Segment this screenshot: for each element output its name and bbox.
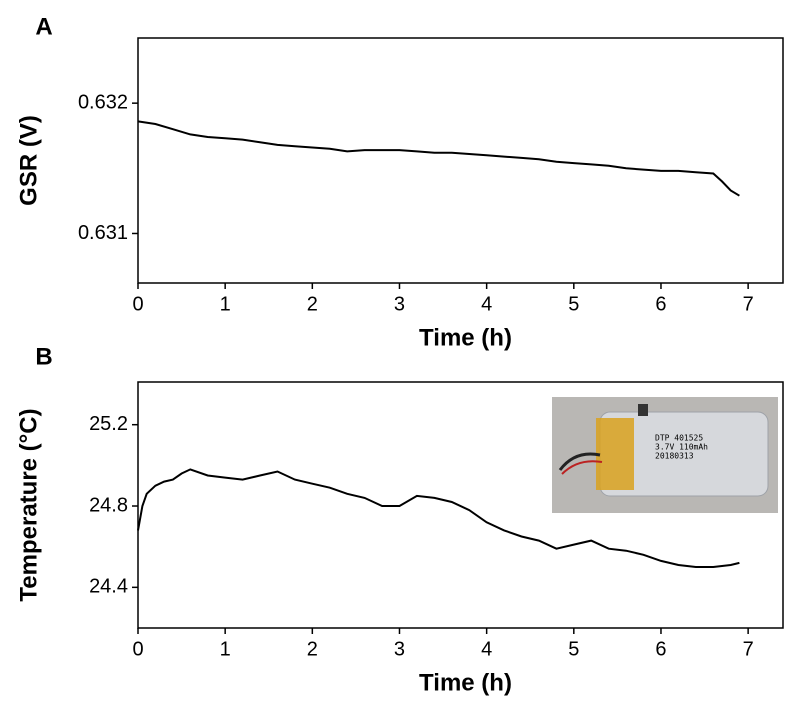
- tape: [596, 418, 634, 490]
- x-tick-label: 4: [481, 293, 492, 315]
- inset-photo: DTP 401525 3.7V 110mAh 20180313: [552, 397, 778, 513]
- plot-frame: [137, 37, 784, 284]
- x-tick-label: 5: [568, 293, 579, 315]
- wire: [561, 460, 603, 475]
- x-tick-label: 6: [655, 293, 666, 315]
- panel-label: A: [35, 13, 52, 40]
- x-axis-title: Time (h): [419, 669, 512, 696]
- inset-text: 3.7V 110mAh: [655, 443, 708, 452]
- x-tick-label: 3: [394, 293, 405, 315]
- y-tick-label: 25.2: [89, 413, 128, 435]
- x-tick-label: 2: [307, 638, 318, 660]
- y-tick-label: 0.632: [78, 91, 128, 113]
- data-line: [137, 120, 740, 197]
- x-axis-title: Time (h): [419, 324, 512, 351]
- plot-frame: [137, 381, 784, 629]
- inset-text: DTP 401525: [655, 434, 703, 443]
- x-tick-label: 1: [220, 638, 231, 660]
- x-tick-label: 3: [394, 638, 405, 660]
- inset-text: 20180313: [655, 452, 694, 461]
- wire: [558, 452, 601, 471]
- x-tick-label: 0: [132, 638, 143, 660]
- x-tick-label: 1: [220, 293, 231, 315]
- panel-label: B: [35, 343, 52, 370]
- y-tick-label: 0.631: [78, 222, 128, 244]
- x-tick-label: 2: [307, 293, 318, 315]
- y-axis-title: GSR (V): [15, 115, 42, 206]
- x-tick-label: 0: [132, 293, 143, 315]
- x-tick-label: 7: [743, 638, 754, 660]
- y-axis-title: Temperature (°C): [15, 408, 42, 601]
- x-tick-label: 6: [655, 638, 666, 660]
- data-line: [137, 468, 740, 568]
- x-tick-label: 5: [568, 638, 579, 660]
- switch: [638, 404, 648, 416]
- x-tick-label: 4: [481, 638, 492, 660]
- y-tick-label: 24.4: [89, 576, 128, 598]
- x-tick-label: 7: [743, 293, 754, 315]
- y-tick-label: 24.8: [89, 494, 128, 516]
